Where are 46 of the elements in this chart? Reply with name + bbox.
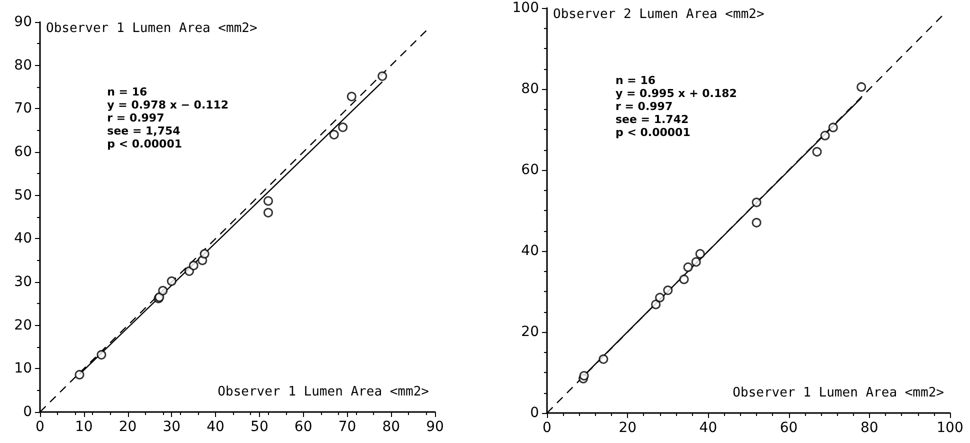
y-tick-label: 40 [14,230,32,247]
x-tick-label: 50 [250,419,268,435]
y-axis-title: Observer 1 Lumen Area <mm2> [46,21,258,36]
x-tick-label: 40 [206,419,224,435]
y-tick-label: 60 [521,162,539,178]
y-tick-label: 10 [14,360,32,377]
x-tick-label: 70 [338,419,356,435]
x-tick-label: 20 [118,419,137,435]
annotation: r = 0.997 [107,111,164,124]
annotation: n = 16 [616,74,656,87]
x-tick-label: 60 [294,419,312,435]
annotation: r = 0.997 [616,100,673,113]
y-tick-label: 0 [23,404,32,420]
annotation: see = 1,754 [107,124,181,138]
y-tick-label: 20 [14,317,32,334]
y-tick-label: 60 [14,144,32,160]
y-tick-label: 80 [14,57,32,74]
x-tick-label: 80 [860,420,878,436]
y-tick-label: 30 [14,274,32,290]
x-tick-label: 90 [426,419,444,435]
x-tick-label: 30 [162,419,181,435]
y-tick-label: 0 [530,405,539,421]
y-tick-label: 80 [521,81,539,97]
x-tick-label: 20 [618,420,637,436]
y-tick-label: 50 [14,187,32,204]
x-axis-title: Observer 1 Lumen Area <mm2> [218,384,430,400]
x-tick-label: 0 [36,419,44,435]
annotation: p < 0.00001 [616,126,690,139]
y-tick-label: 100 [512,0,539,16]
annotation: y = 0.995 x + 0.182 [616,86,737,100]
annotation: p < 0.00001 [107,137,182,150]
y-tick-label: 40 [521,243,539,259]
annotation: y = 0.978 x − 0.112 [107,98,229,112]
x-axis-title: Observer 1 Lumen Area <mm2> [732,386,944,400]
x-tick-label: 100 [936,420,964,436]
y-axis-title: Observer 2 Lumen Area <mm2> [553,7,764,22]
x-tick-label: 10 [74,419,93,435]
x-tick-label: 80 [382,419,400,435]
y-tick-label: 90 [14,14,32,30]
x-tick-label: 40 [699,420,718,436]
y-tick-label: 70 [14,100,32,117]
y-tick-label: 20 [521,324,539,340]
annotation: see = 1.742 [616,112,689,126]
x-tick-label: 0 [542,420,552,436]
x-tick-label: 60 [780,420,798,436]
annotation: n = 16 [107,85,148,98]
